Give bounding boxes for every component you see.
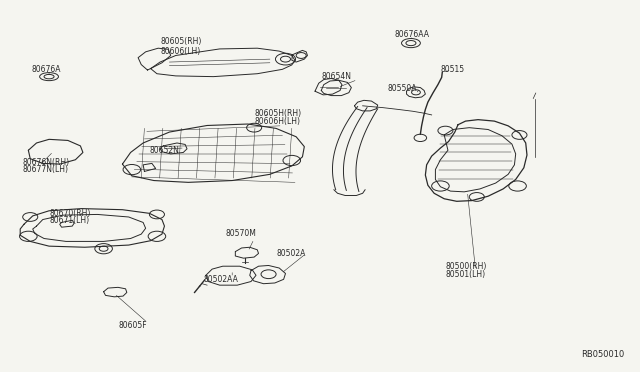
Text: 80606H(LH): 80606H(LH) [254, 116, 300, 126]
Text: 80502AA: 80502AA [204, 275, 239, 284]
Text: 80570M: 80570M [226, 229, 257, 238]
Text: 80676N(RH): 80676N(RH) [22, 158, 69, 167]
Text: 80500(RH): 80500(RH) [445, 262, 487, 272]
Text: 80606(LH): 80606(LH) [160, 46, 200, 55]
Text: 80652N: 80652N [149, 146, 179, 155]
Text: 80670(RH): 80670(RH) [49, 209, 90, 218]
Text: 80676A: 80676A [31, 65, 61, 74]
Text: 80501(LH): 80501(LH) [445, 270, 486, 279]
Text: 80515: 80515 [440, 65, 465, 74]
Text: 80605F: 80605F [118, 321, 147, 330]
Text: 80677N(LH): 80677N(LH) [22, 165, 68, 174]
Text: 80502A: 80502A [276, 249, 305, 258]
Text: 80605(RH): 80605(RH) [160, 38, 202, 46]
Text: 80654N: 80654N [322, 72, 352, 81]
Text: RB050010: RB050010 [581, 350, 624, 359]
Text: 80550A: 80550A [388, 84, 417, 93]
Text: 80676AA: 80676AA [394, 30, 429, 39]
Text: 80605H(RH): 80605H(RH) [254, 109, 301, 118]
Text: 80671(LH): 80671(LH) [49, 216, 89, 225]
